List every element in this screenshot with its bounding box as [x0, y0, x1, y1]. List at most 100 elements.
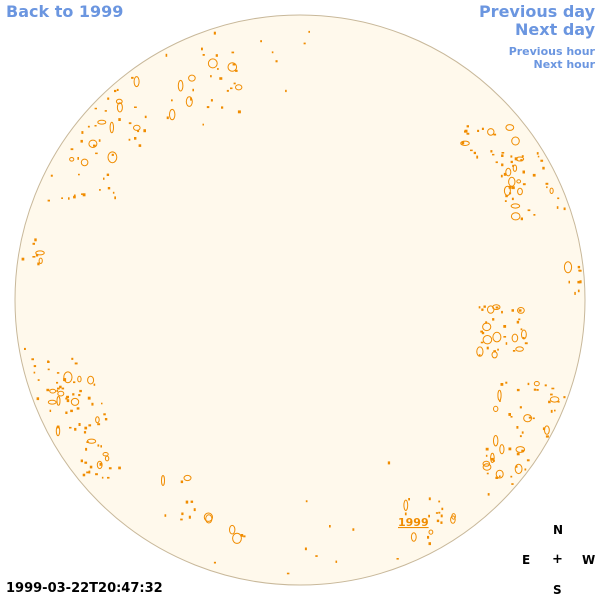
- solar-feature-mark: [500, 383, 504, 386]
- solar-feature-mark: [79, 389, 82, 393]
- solar-feature-mark: [522, 170, 525, 174]
- solar-feature-mark: [101, 402, 103, 405]
- solar-feature-mark: [527, 382, 530, 386]
- solar-feature-mark: [557, 401, 560, 403]
- solar-feature-mark: [505, 381, 508, 384]
- solar-feature-mark: [86, 471, 89, 474]
- solar-feature-mark: [511, 197, 514, 201]
- solar-feature-mark: [114, 89, 117, 93]
- solar-feature-mark: [493, 133, 497, 136]
- solar-feature-mark: [133, 76, 140, 88]
- solar-feature-mark: [69, 157, 75, 162]
- solar-feature-mark: [477, 129, 480, 132]
- solar-feature-mark: [21, 257, 25, 261]
- solar-feature-mark: [436, 519, 440, 523]
- solar-feature-mark: [508, 185, 512, 189]
- solar-feature-mark: [210, 99, 213, 102]
- solar-feature-mark: [503, 336, 507, 338]
- solar-feature-mark: [70, 397, 80, 406]
- solar-feature-mark: [540, 159, 544, 162]
- solar-feature-mark: [102, 452, 109, 457]
- solar-feature-mark: [511, 136, 520, 146]
- solar-feature-mark: [520, 217, 523, 221]
- solar-feature-mark: [304, 547, 307, 551]
- solar-feature-mark: [56, 372, 60, 374]
- solar-feature-mark: [550, 409, 553, 413]
- solar-feature-mark: [229, 524, 236, 535]
- solar-feature-mark: [86, 438, 97, 444]
- solar-feature-mark: [490, 452, 495, 463]
- solar-feature-mark: [516, 179, 522, 184]
- solar-feature-mark: [546, 186, 548, 189]
- solar-feature-mark: [137, 130, 140, 133]
- solar-feature-mark: [192, 88, 194, 92]
- solar-feature-mark: [47, 368, 50, 371]
- solar-feature-mark: [97, 444, 100, 447]
- solar-feature-mark: [505, 195, 508, 198]
- solar-feature-mark: [542, 166, 545, 170]
- solar-feature-mark: [480, 341, 484, 344]
- solar-feature-mark: [70, 409, 73, 413]
- solar-feature-mark: [107, 187, 111, 190]
- solar-feature-mark: [499, 475, 501, 478]
- back-to-year-link[interactable]: Back to 1999: [6, 2, 124, 21]
- solar-feature-mark: [201, 47, 203, 51]
- next-day-link[interactable]: Next day: [515, 20, 595, 39]
- solar-feature-mark: [329, 525, 331, 528]
- solar-feature-mark: [70, 148, 74, 151]
- solar-feature-mark: [93, 383, 96, 386]
- solar-features: [21, 30, 582, 575]
- solar-feature-mark: [504, 200, 507, 202]
- solar-feature-mark: [481, 127, 484, 130]
- solar-feature-mark: [206, 106, 210, 109]
- solar-feature-mark: [94, 107, 97, 110]
- solar-feature-mark: [536, 389, 539, 391]
- solar-feature-mark: [185, 96, 193, 107]
- solar-feature-mark: [57, 390, 65, 397]
- previous-hour-link[interactable]: Previous hour: [508, 45, 595, 58]
- solar-feature-mark: [97, 119, 107, 125]
- solar-feature-mark: [133, 124, 141, 131]
- solar-feature-mark: [563, 261, 573, 274]
- solar-feature-mark: [485, 447, 489, 451]
- solar-feature-mark: [177, 79, 184, 92]
- solar-feature-mark: [481, 308, 484, 311]
- solar-feature-mark: [66, 395, 69, 399]
- solar-feature-mark: [521, 431, 524, 434]
- solar-feature-mark: [510, 155, 513, 158]
- solar-feature-mark: [116, 102, 123, 113]
- solar-feature-mark: [66, 399, 70, 403]
- solar-feature-mark: [578, 269, 581, 272]
- solar-feature-mark: [95, 152, 98, 155]
- solar-feature-mark: [466, 132, 470, 135]
- solar-feature-mark: [476, 346, 484, 357]
- solar-feature-mark: [387, 461, 391, 465]
- solar-feature-mark: [233, 82, 236, 85]
- solar-feature-mark: [486, 346, 489, 350]
- solar-feature-mark: [80, 459, 83, 463]
- year-link[interactable]: 1999: [398, 516, 429, 529]
- solar-feature-mark: [107, 476, 110, 479]
- solar-feature-mark: [91, 402, 94, 406]
- solar-feature-mark: [82, 473, 86, 477]
- previous-day-link[interactable]: Previous day: [478, 2, 595, 21]
- solar-feature-mark: [305, 500, 308, 503]
- solar-feature-mark: [501, 163, 504, 167]
- solar-feature-mark: [237, 110, 241, 114]
- solar-feature-mark: [59, 385, 62, 389]
- solar-feature-mark: [510, 475, 513, 478]
- solar-feature-mark: [533, 388, 537, 391]
- solar-feature-mark: [81, 193, 84, 195]
- solar-feature-mark: [495, 476, 499, 479]
- solar-feature-mark: [510, 203, 521, 209]
- solar-feature-mark: [232, 63, 236, 66]
- solar-feature-mark: [193, 508, 196, 512]
- solar-feature-mark: [56, 425, 60, 429]
- solar-feature-mark: [99, 189, 101, 191]
- solar-feature-mark: [207, 58, 218, 69]
- solar-feature-mark: [526, 459, 530, 462]
- solar-feature-mark: [512, 164, 518, 172]
- next-hour-link[interactable]: Next hour: [533, 58, 596, 71]
- solar-feature-mark: [315, 555, 318, 557]
- solar-feature-mark: [217, 68, 219, 70]
